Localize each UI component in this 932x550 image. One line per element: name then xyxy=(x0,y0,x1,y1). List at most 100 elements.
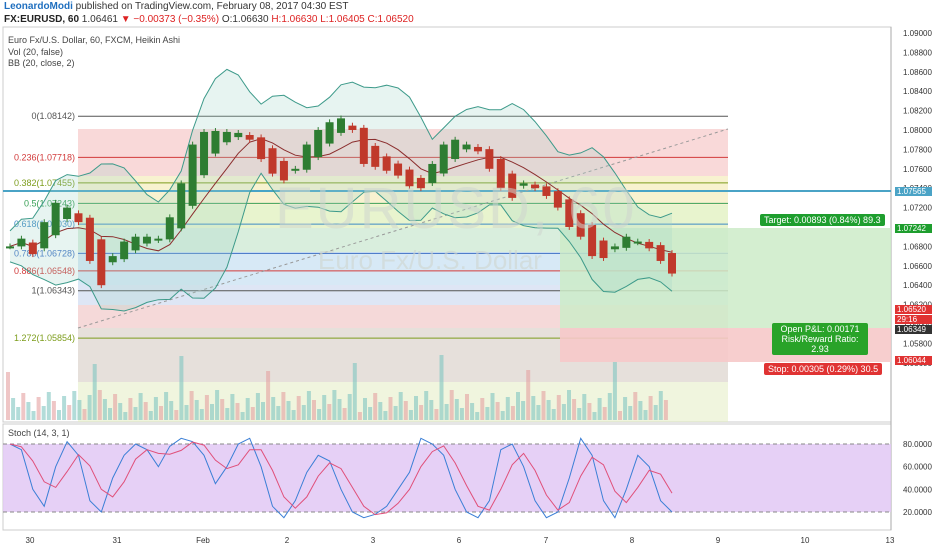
volume-bar xyxy=(516,392,520,420)
time-tick-label: 7 xyxy=(544,536,549,545)
volume-bar xyxy=(240,412,245,420)
volume-bar xyxy=(628,406,633,420)
stoch-lines xyxy=(9,437,673,519)
volume-bar xyxy=(184,405,189,420)
volume-bar xyxy=(495,402,500,420)
volume-bar xyxy=(271,397,276,420)
volume-bar xyxy=(194,400,199,420)
open-pl-label: Open P&L: 0.00171 xyxy=(780,324,860,334)
volume-bar xyxy=(291,410,296,420)
volume-bar xyxy=(378,402,383,420)
volume-bar xyxy=(72,391,77,420)
fib-label: 0.786(1.06728) xyxy=(14,248,75,258)
volume-bar xyxy=(306,391,311,420)
candle xyxy=(508,173,517,198)
volume-bar xyxy=(57,410,61,420)
candle xyxy=(348,125,357,130)
time-tick-label: 31 xyxy=(113,536,122,545)
volume-bar xyxy=(108,408,112,420)
volume-bar xyxy=(546,400,551,420)
candle xyxy=(314,130,323,158)
volume-bar xyxy=(281,392,286,420)
volume-bar xyxy=(215,390,220,420)
candle xyxy=(462,144,471,150)
volume-bar xyxy=(342,408,347,420)
volume-bar xyxy=(179,356,184,420)
candle xyxy=(302,144,311,170)
volume-bar xyxy=(551,409,556,420)
volume-bar xyxy=(189,391,194,420)
volume-bar xyxy=(597,398,602,420)
candle xyxy=(234,132,243,138)
volume-bar xyxy=(199,409,204,420)
volume-bar xyxy=(301,405,306,420)
candle xyxy=(428,163,437,184)
volume-bar xyxy=(424,391,429,420)
volume-bar xyxy=(128,398,133,420)
time-tick-label: Feb xyxy=(196,536,210,545)
legend-bb[interactable]: BB (20, close, 2) xyxy=(8,58,75,68)
volume-bar xyxy=(67,405,72,420)
candle xyxy=(485,149,494,169)
publish-header: LeonardoModi published on TradingView.co… xyxy=(4,1,348,12)
fib-label: 0.236(1.07718) xyxy=(14,152,75,162)
candle xyxy=(599,240,608,259)
trend-line[interactable] xyxy=(77,128,729,329)
open-pl-box[interactable]: Open P&L: 0.00171 Risk/Reward Ratio: 2.9… xyxy=(772,323,868,355)
volume-bar xyxy=(607,393,612,420)
volume-bar xyxy=(347,394,352,420)
volume-bar xyxy=(332,390,337,420)
time-tick-label: 30 xyxy=(26,536,35,545)
volume-bar xyxy=(393,406,398,420)
volume-bar xyxy=(31,411,36,420)
volume-bar xyxy=(572,399,577,420)
volume-bar xyxy=(164,392,169,420)
candle xyxy=(394,163,403,176)
volume-bar xyxy=(618,411,622,420)
candle xyxy=(40,222,49,249)
candle xyxy=(371,145,380,167)
volume-bar xyxy=(577,408,582,420)
stop-label[interactable]: Stop: 0.00305 (0.29%) 30.5 xyxy=(764,363,883,375)
volume-bar xyxy=(612,362,617,420)
price-tag-stop: 1.06044 xyxy=(895,356,932,365)
candle xyxy=(6,246,14,249)
volume-bar xyxy=(87,395,92,420)
legend-stoch[interactable]: Stoch (14, 3, 1) xyxy=(8,428,70,438)
bb-fill xyxy=(10,69,672,312)
stoch-tick-label: 60.0000 xyxy=(903,463,932,472)
volume-bar xyxy=(123,412,128,420)
volume-bars xyxy=(6,355,668,420)
author-link[interactable]: LeonardoModi xyxy=(4,1,73,12)
candle xyxy=(668,253,676,274)
volume-bar xyxy=(383,411,388,420)
candle xyxy=(622,236,631,248)
price-tick-label: 1.07200 xyxy=(903,204,932,213)
candle xyxy=(120,241,129,260)
volume-bar xyxy=(475,412,480,420)
candle xyxy=(473,146,482,152)
price-tick-label: 1.08600 xyxy=(903,68,932,77)
target-label[interactable]: Target: 0.00893 (0.84%) 89.3 xyxy=(760,214,885,226)
volume-bar xyxy=(11,398,16,420)
volume-bar xyxy=(388,397,393,420)
volume-bar xyxy=(46,392,51,420)
candle xyxy=(656,245,665,261)
stoch-tick-label: 40.0000 xyxy=(903,485,932,494)
volume-bar xyxy=(169,401,174,420)
volume-bar xyxy=(230,394,235,420)
volume-bar xyxy=(102,399,107,420)
price-tag-countdown: 29:16 xyxy=(895,315,932,324)
legend-vol[interactable]: Vol (20, false) xyxy=(8,47,64,57)
volume-bar xyxy=(82,409,87,420)
candle xyxy=(28,242,37,255)
volume-bar xyxy=(567,390,571,420)
candle xyxy=(222,131,231,143)
volume-bar xyxy=(485,407,490,420)
candle xyxy=(74,213,83,223)
volume-bar xyxy=(352,363,357,420)
price-tick-label: 1.05800 xyxy=(903,339,932,348)
price-change: ▼ −0.00373 (−0.35%) xyxy=(120,14,220,25)
volume-bar xyxy=(643,410,648,420)
